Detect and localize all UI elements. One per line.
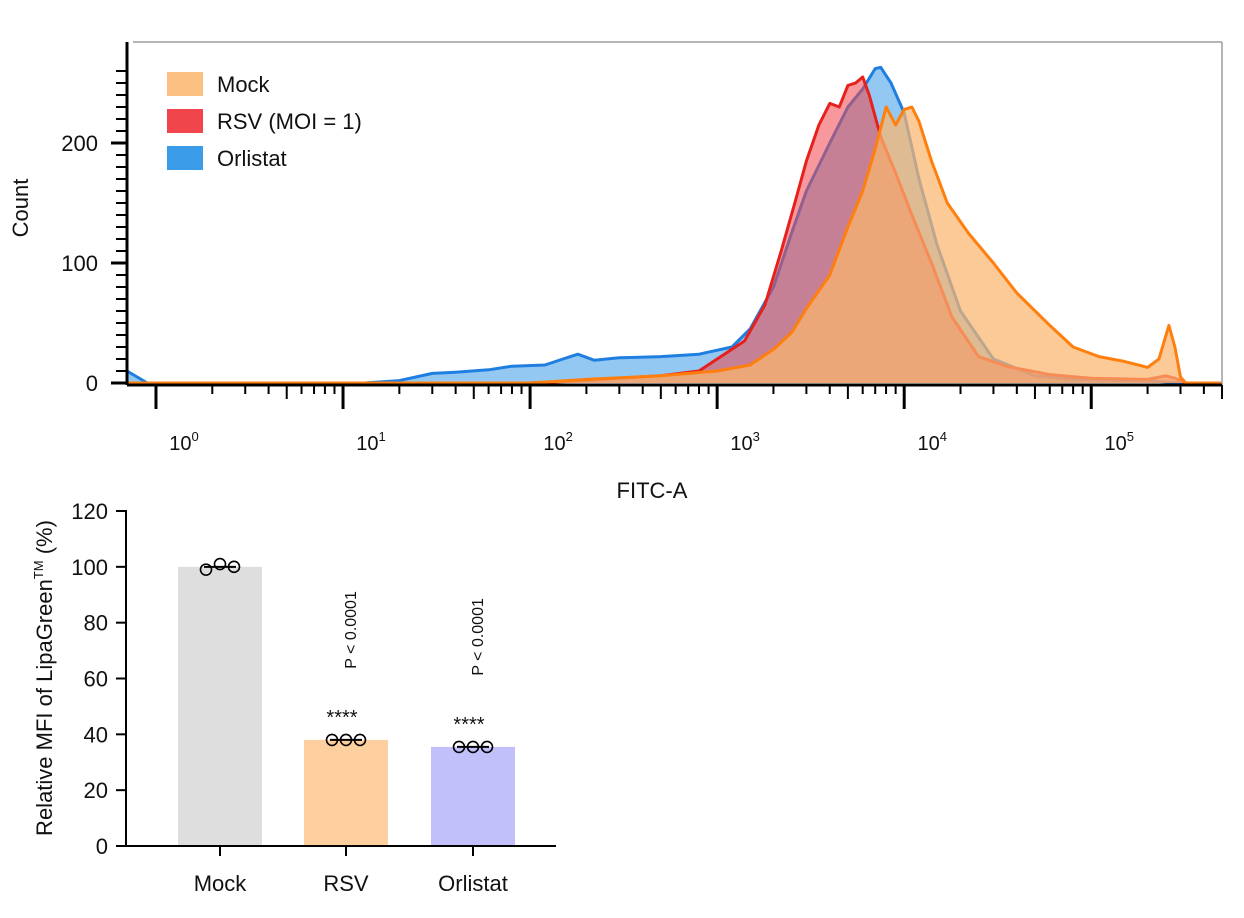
p-value-label-1: P < 0.0001 bbox=[343, 591, 360, 669]
bar-0 bbox=[178, 566, 262, 846]
x-tick-label-2: 102 bbox=[543, 429, 572, 455]
histogram-series-area-2 bbox=[127, 107, 1222, 383]
replicate-point bbox=[339, 733, 353, 747]
replicate-point bbox=[466, 740, 480, 754]
x-tick-label-1: 101 bbox=[356, 429, 385, 455]
bar-marks: Mock RSV **** P < 0.0001 Orlistat **** P < 0.0… bbox=[178, 557, 515, 896]
histogram-y-ticks: 0 100 200 bbox=[61, 70, 127, 396]
x-tick-label-4: 104 bbox=[917, 429, 946, 455]
legend-swatch-0 bbox=[167, 72, 203, 96]
legend-label-0: Mock bbox=[217, 72, 271, 97]
x-tick-label-5: 105 bbox=[1105, 429, 1134, 455]
histogram-x-tick-labels: 100 101 102 103 104 105 bbox=[169, 429, 1134, 455]
bar-y-axis-ticks: 0 20 40 60 80 100 120 bbox=[71, 499, 126, 859]
replicate-point bbox=[480, 740, 494, 754]
bar-category-label-0: Mock bbox=[194, 871, 248, 896]
replicate-point bbox=[353, 733, 367, 747]
histogram-x-ticks bbox=[154, 385, 1223, 409]
legend-label-1: RSV (MOI = 1) bbox=[217, 109, 362, 134]
x-tick-label-3: 103 bbox=[730, 429, 759, 455]
x-tick-label-0: 100 bbox=[169, 429, 198, 455]
bar-category-label-1: RSV bbox=[323, 871, 369, 896]
bar-1 bbox=[304, 739, 388, 846]
legend-swatch-2 bbox=[167, 146, 203, 170]
p-value-label-2: P < 0.0001 bbox=[470, 598, 487, 676]
y-tick-label-1: 100 bbox=[61, 251, 98, 276]
bar-y-tick-label-4: 80 bbox=[84, 611, 108, 636]
y-tick-label-0: 0 bbox=[86, 371, 98, 396]
significance-label-2: **** bbox=[453, 714, 484, 736]
legend-label-2: Orlistat bbox=[217, 146, 287, 171]
y-tick-label-2: 200 bbox=[61, 131, 98, 156]
histogram-series-layer bbox=[126, 65, 1222, 385]
bar-chart-panel: 0 20 40 60 80 100 120 Mock RSV **** P < 0.0001 Orl… bbox=[31, 499, 556, 896]
bar-y-tick-label-2: 40 bbox=[84, 722, 108, 747]
replicate-point bbox=[325, 733, 339, 747]
replicate-point bbox=[213, 557, 227, 571]
histogram-legend: Mock RSV (MOI = 1) Orlistat bbox=[167, 72, 362, 171]
replicate-point bbox=[452, 740, 466, 754]
histogram-x-axis-label: FITC-A bbox=[617, 478, 688, 503]
bar-y-tick-label-1: 20 bbox=[84, 778, 108, 803]
bar-y-tick-label-6: 120 bbox=[71, 499, 108, 524]
bar-y-tick-label-5: 100 bbox=[71, 555, 108, 580]
significance-label-1: **** bbox=[326, 707, 357, 729]
legend-swatch-1 bbox=[167, 109, 203, 133]
histogram-series-line-2 bbox=[127, 105, 1222, 385]
bar-2 bbox=[431, 746, 515, 846]
bar-y-tick-label-0: 0 bbox=[96, 834, 108, 859]
bar-y-axis-label: Relative MFI of LipaGreenTM (%) bbox=[31, 520, 57, 836]
histogram-y-axis-label: Count bbox=[8, 179, 33, 238]
bar-category-label-2: Orlistat bbox=[438, 871, 508, 896]
replicate-point bbox=[199, 563, 213, 576]
bar-y-tick-label-3: 60 bbox=[84, 667, 108, 692]
replicate-point bbox=[227, 560, 241, 574]
